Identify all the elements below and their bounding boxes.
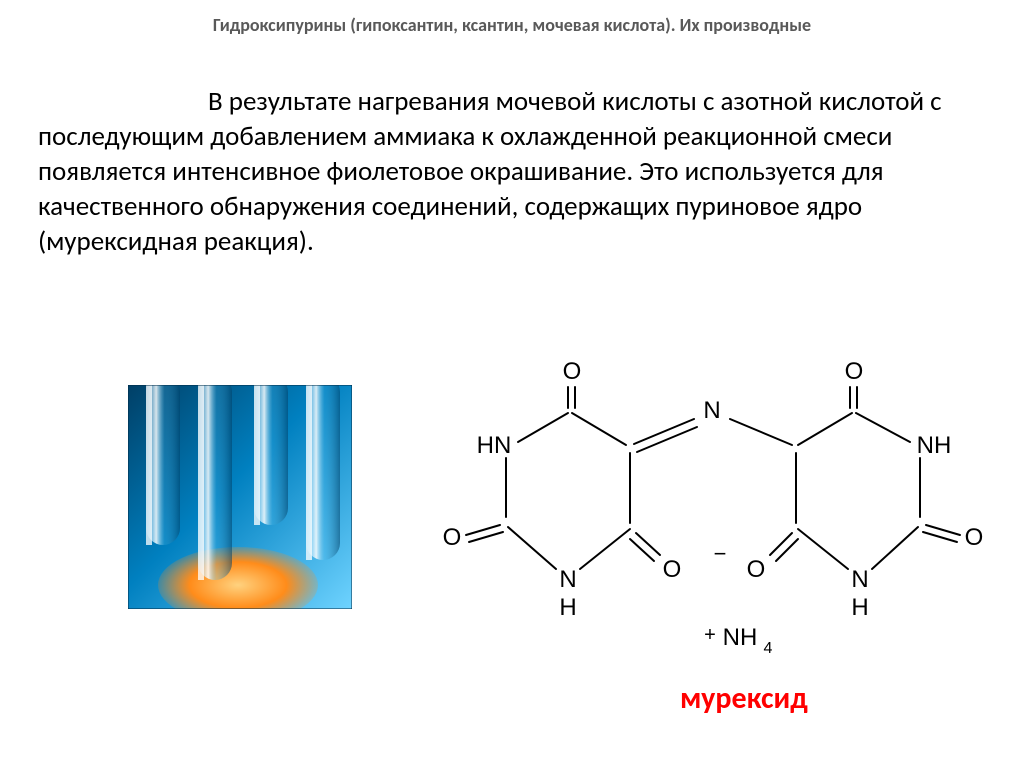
svg-text:HN: HN	[477, 432, 512, 459]
slide-title: Гидроксипурины (гипоксантин, ксантин, мо…	[0, 14, 1024, 36]
body-text-content: В результате нагревания мочевой кислоты …	[38, 85, 942, 258]
svg-text:N: N	[703, 397, 720, 424]
svg-text:NH: NH	[723, 624, 758, 651]
svg-text:O: O	[443, 524, 462, 551]
svg-text:−: −	[714, 541, 727, 566]
svg-text:+: +	[704, 624, 716, 646]
svg-text:O: O	[845, 358, 864, 385]
svg-text:O: O	[747, 556, 766, 583]
svg-text:N: N	[851, 566, 868, 593]
svg-text:4: 4	[764, 640, 773, 657]
slide: Гидроксипурины (гипоксантин, ксантин, мо…	[0, 0, 1024, 768]
svg-text:NH: NH	[917, 432, 952, 459]
svg-text:H: H	[559, 594, 576, 621]
test-tubes-photo	[128, 385, 352, 609]
svg-text:O: O	[663, 556, 682, 583]
svg-text:N: N	[559, 566, 576, 593]
body-paragraph: В результате нагревания мочевой кислоты …	[38, 84, 986, 259]
svg-text:O: O	[965, 524, 984, 551]
murexide-structure: N O O HN NH O O O O N H N H − + NH 4	[440, 345, 985, 675]
svg-text:H: H	[851, 594, 868, 621]
svg-text:O: O	[563, 358, 582, 385]
molecule-label: мурексид	[680, 680, 808, 717]
